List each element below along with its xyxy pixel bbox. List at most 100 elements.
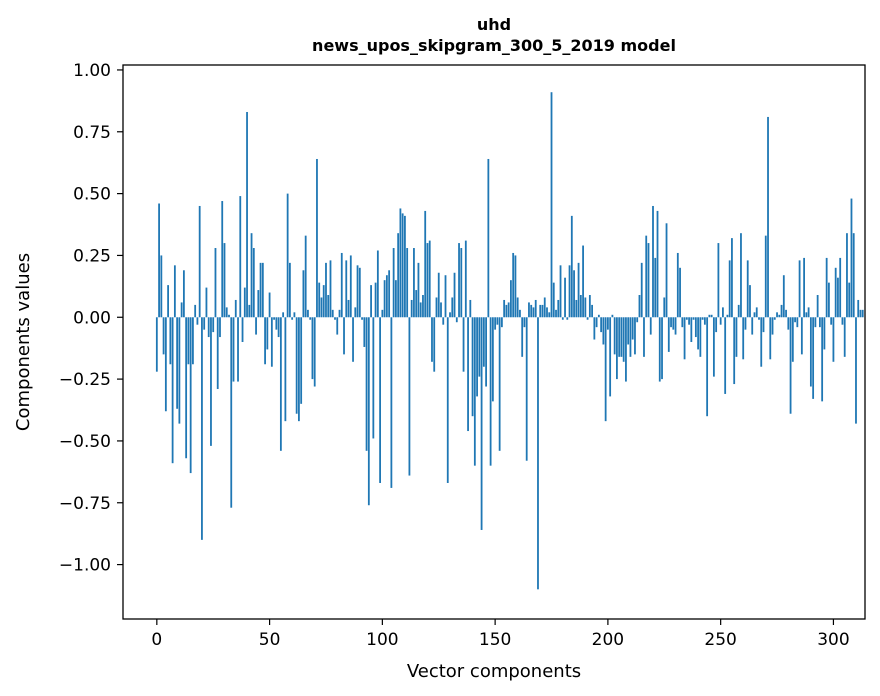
- bar-140: [471, 317, 474, 417]
- bar-5: [167, 285, 169, 318]
- bar-275: [776, 312, 778, 318]
- bar-12: [182, 270, 185, 318]
- bar-283: [794, 317, 796, 323]
- bar-284: [796, 317, 799, 328]
- bar-54: [277, 317, 280, 338]
- bar-52: [273, 317, 275, 320]
- bar-165: [528, 302, 530, 318]
- bar-280: [787, 317, 790, 330]
- bar-210: [629, 317, 632, 357]
- bar-238: [692, 317, 695, 320]
- bar-173: [546, 307, 548, 318]
- bar-260: [742, 317, 745, 360]
- y-tick-label: −0.50: [59, 432, 111, 452]
- bar-201: [609, 317, 612, 397]
- bar-263: [749, 285, 751, 318]
- bar-141: [473, 317, 476, 466]
- bar-77: [329, 260, 332, 318]
- bar-243: [703, 317, 706, 325]
- bar-271: [767, 116, 769, 318]
- bar-105: [392, 248, 395, 318]
- bar-206: [620, 317, 623, 357]
- bar-182: [566, 317, 569, 320]
- bar-125: [437, 272, 440, 318]
- y-tick-label: 0.25: [73, 246, 111, 266]
- bar-261: [744, 317, 747, 330]
- bar-190: [584, 297, 587, 318]
- bar-229: [672, 317, 675, 330]
- bar-30: [223, 243, 226, 318]
- bar-94: [367, 317, 370, 506]
- bar-48: [264, 317, 266, 365]
- bar-192: [588, 295, 591, 318]
- bar-122: [431, 317, 433, 362]
- bar-84: [345, 260, 348, 318]
- bar-177: [555, 309, 557, 318]
- bar-4: [164, 317, 167, 412]
- bar-239: [694, 317, 697, 338]
- bar-251: [722, 307, 724, 318]
- bar-186: [575, 299, 578, 318]
- x-tick-label: 100: [366, 630, 398, 650]
- bar-98: [376, 250, 379, 318]
- bar-184: [570, 215, 573, 318]
- bar-31: [225, 307, 228, 318]
- bar-227: [667, 317, 670, 352]
- bar-265: [753, 312, 756, 318]
- bar-240: [697, 317, 699, 350]
- bar-2: [160, 255, 163, 318]
- bar-183: [568, 265, 571, 318]
- bar-282: [791, 317, 794, 362]
- bar-253: [726, 314, 729, 318]
- bar-194: [593, 317, 596, 340]
- bar-281: [789, 317, 792, 414]
- bar-25: [212, 317, 215, 333]
- bar-232: [679, 267, 681, 318]
- bar-78: [331, 309, 334, 318]
- x-tick-label: 200: [592, 630, 624, 650]
- bar-33: [230, 317, 233, 508]
- bar-50: [268, 292, 271, 318]
- bar-145: [482, 317, 485, 367]
- bar-212: [634, 317, 636, 355]
- bar-38: [241, 317, 244, 342]
- y-tick-label: 1.00: [73, 61, 111, 81]
- bar-82: [340, 252, 343, 318]
- bar-143: [478, 317, 481, 377]
- bar-234: [683, 317, 686, 360]
- bar-154: [503, 299, 506, 318]
- bar-221: [654, 257, 657, 318]
- bar-148: [489, 317, 492, 466]
- bar-272: [769, 317, 772, 360]
- bar-67: [307, 309, 309, 318]
- bar-179: [559, 265, 562, 318]
- bar-224: [661, 317, 663, 380]
- bar-24: [210, 317, 212, 446]
- bar-270: [764, 235, 767, 318]
- bar-157: [510, 280, 512, 318]
- bar-285: [798, 260, 801, 318]
- bar-196: [597, 314, 600, 318]
- bar-6: [169, 317, 172, 365]
- bar-222: [656, 210, 659, 318]
- bar-10: [178, 317, 181, 424]
- bar-79: [334, 317, 336, 320]
- bar-91: [361, 317, 363, 320]
- bar-226: [665, 223, 668, 318]
- bar-7: [171, 317, 174, 464]
- bar-158: [512, 252, 515, 318]
- bar-166: [530, 304, 533, 318]
- bar-69: [311, 317, 314, 380]
- bar-35: [234, 299, 237, 318]
- y-tick-label: 0.50: [73, 185, 111, 205]
- bar-264: [751, 317, 754, 335]
- bar-257: [735, 317, 738, 357]
- bar-294: [818, 317, 821, 328]
- bar-204: [616, 317, 618, 380]
- bar-138: [467, 317, 469, 432]
- bar-248: [715, 317, 718, 333]
- bar-71: [316, 158, 318, 318]
- bar-308: [850, 198, 853, 318]
- bar-120: [426, 243, 429, 318]
- bar-155: [505, 304, 508, 318]
